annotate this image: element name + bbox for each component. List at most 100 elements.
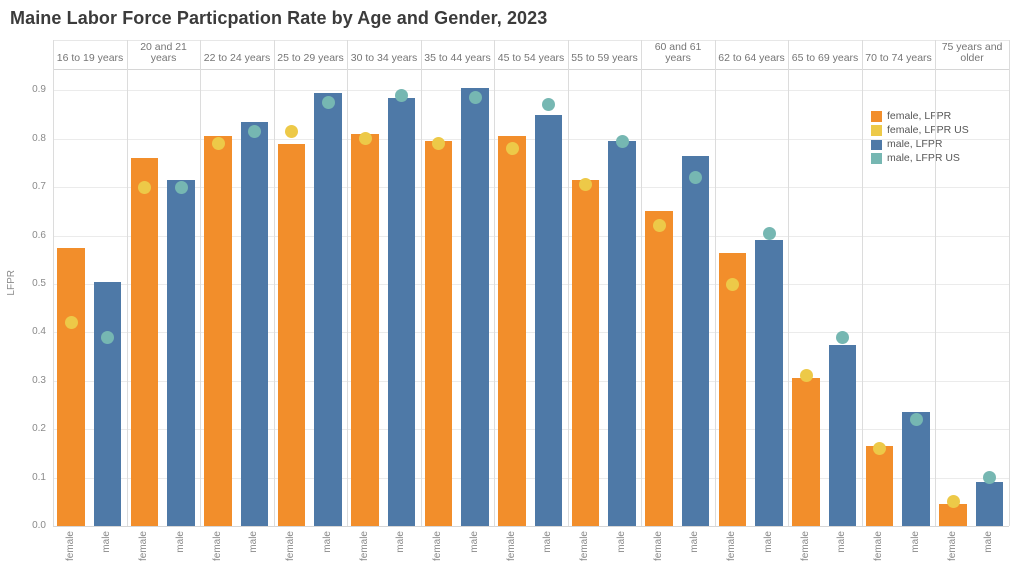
bar-male-lfpr[interactable] [902,412,930,526]
dot-male-lfpr-us[interactable] [321,96,335,109]
panel-header: 20 and 21 years [140,40,187,64]
dot-male-lfpr-us[interactable] [248,125,262,139]
bar-male-lfpr[interactable] [240,121,269,526]
dot-female-lfpr-us[interactable] [873,442,887,456]
legend-swatch-icon [871,111,882,122]
panel-separator [935,40,937,526]
dot-male-lfpr-us[interactable] [174,180,188,194]
bar-male-lfpr[interactable] [167,179,195,526]
dot-female-lfpr-us[interactable] [505,141,519,155]
bar-male-lfpr[interactable] [314,92,342,526]
panel-header: 65 to 69 years [791,52,859,64]
dot-male-lfpr-us[interactable] [615,134,629,148]
x-category-label: female [64,531,76,562]
x-category-label: male [909,531,921,553]
y-tick-label: 0.7 [32,181,46,193]
bar-male-lfpr[interactable] [93,281,122,526]
bar-female-lfpr[interactable] [865,446,894,526]
panel-separator [273,40,275,526]
x-category-label: male [468,531,480,553]
legend-label: female, LFPR US [887,124,969,136]
dot-female-lfpr-us[interactable] [799,369,813,383]
dot-male-lfpr-us[interactable] [909,413,923,427]
dot-male-lfpr-us[interactable] [983,471,997,485]
bar-female-lfpr[interactable] [277,143,306,526]
chart-title: Maine Labor Force Particpation Rate by A… [10,8,548,28]
panel-separator [347,40,349,526]
dot-female-lfpr-us[interactable] [946,495,960,509]
bar-female-lfpr[interactable] [57,247,85,526]
dot-male-lfpr-us[interactable] [836,330,850,344]
bar-female-lfpr[interactable] [792,378,820,526]
x-category-label: male [836,531,848,553]
panel-separator [126,40,128,526]
bar-female-lfpr[interactable] [424,141,453,526]
legend-label: male, LFPR US [887,152,960,164]
dot-male-lfpr-us[interactable] [468,91,482,105]
legend-swatch-icon [871,153,882,164]
x-category-label: female [726,531,738,562]
bar-female-lfpr[interactable] [130,158,159,526]
bar-male-lfpr[interactable] [461,87,489,526]
header-top-line [53,40,1009,41]
x-category-label: male [321,531,333,553]
bar-female-lfpr[interactable] [351,133,379,526]
dot-male-lfpr-us[interactable] [101,330,115,344]
x-category-label: male [762,531,774,553]
dot-female-lfpr-us[interactable] [285,125,299,139]
dot-female-lfpr-us[interactable] [64,316,78,330]
dot-female-lfpr-us[interactable] [138,180,152,194]
x-category-label: female [946,531,958,562]
panel-separator [788,40,790,526]
y-tick-label: 0.5 [32,278,46,289]
legend-item[interactable]: male, LFPR [871,139,969,150]
panel-separator [641,40,643,526]
dot-female-lfpr-us[interactable] [358,132,372,146]
bar-female-lfpr[interactable] [571,179,600,526]
panel-separator [200,40,202,526]
panel-header: 70 to 74 years [865,52,932,64]
x-category-label: female [505,531,517,562]
gridline [53,284,1009,285]
x-category-label: female [358,531,370,562]
y-tick-label: 0.4 [32,326,46,338]
x-category-label: female [799,531,811,562]
bar-female-lfpr[interactable] [498,136,526,526]
dot-male-lfpr-us[interactable] [542,98,556,112]
bar-male-lfpr[interactable] [828,344,857,526]
dot-female-lfpr-us[interactable] [726,277,740,291]
panel-separator [420,40,422,526]
panel-header: 30 to 34 years [350,52,418,64]
x-category-label: male [395,531,407,553]
dot-male-lfpr-us[interactable] [395,88,409,102]
bar-male-lfpr[interactable] [975,482,1004,526]
dot-male-lfpr-us[interactable] [762,226,776,240]
bar-male-lfpr[interactable] [681,155,710,526]
bar-male-lfpr[interactable] [387,97,416,526]
dot-female-lfpr-us[interactable] [432,137,446,151]
bar-female-lfpr[interactable] [204,136,232,526]
legend-label: male, LFPR [887,138,943,150]
panel-separator [714,40,716,526]
bar-female-lfpr[interactable] [718,252,747,526]
legend-item[interactable]: female, LFPR [871,111,969,122]
legend-item[interactable]: male, LFPR US [871,153,969,164]
bar-male-lfpr[interactable] [608,141,636,526]
dot-male-lfpr-us[interactable] [689,171,703,185]
dot-female-lfpr-us[interactable] [211,137,225,151]
x-category-label: female [579,531,591,562]
bar-male-lfpr[interactable] [534,114,563,526]
gridline [53,380,1009,382]
dot-female-lfpr-us[interactable] [579,178,593,192]
x-category-label: male [983,531,995,553]
legend-item[interactable]: female, LFPR US [871,125,969,136]
bar-male-lfpr[interactable] [755,240,783,526]
panel-header: 45 to 54 years [497,52,565,64]
panel-separator [494,40,496,526]
gridline [53,90,1009,92]
dot-female-lfpr-us[interactable] [652,219,666,233]
bar-female-lfpr[interactable] [939,504,967,526]
bar-female-lfpr[interactable] [645,211,673,526]
panel-separator [1008,40,1010,526]
